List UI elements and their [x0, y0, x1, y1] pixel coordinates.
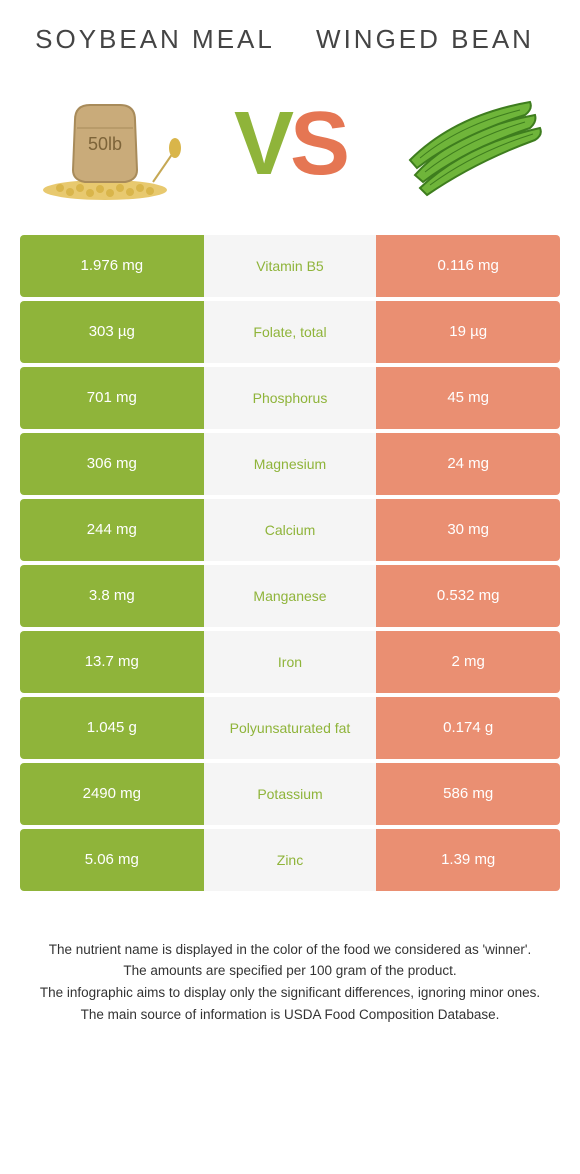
left-value: 306 mg	[20, 433, 204, 495]
nutrient-name: Folate, total	[204, 301, 377, 363]
left-value: 1.045 g	[20, 697, 204, 759]
nutrient-name: Vitamin B5	[204, 235, 377, 297]
hero-row: 50lb VS	[0, 70, 580, 235]
nutrient-name: Manganese	[204, 565, 377, 627]
right-value: 45 mg	[376, 367, 560, 429]
right-value: 0.532 mg	[376, 565, 560, 627]
right-value: 0.174 g	[376, 697, 560, 759]
left-value: 1.976 mg	[20, 235, 204, 297]
nutrient-row: 3.8 mgManganese0.532 mg	[20, 565, 560, 627]
nutrient-row: 701 mgPhosphorus45 mg	[20, 367, 560, 429]
footnote-line: The main source of information is USDA F…	[35, 1005, 545, 1025]
nutrient-name: Zinc	[204, 829, 377, 891]
nutrient-name: Magnesium	[204, 433, 377, 495]
nutrient-name: Potassium	[204, 763, 377, 825]
left-value: 303 µg	[20, 301, 204, 363]
nutrient-row: 5.06 mgZinc1.39 mg	[20, 829, 560, 891]
nutrient-row: 2490 mgPotassium586 mg	[20, 763, 560, 825]
nutrient-row: 13.7 mgIron2 mg	[20, 631, 560, 693]
left-value: 13.7 mg	[20, 631, 204, 693]
left-value: 701 mg	[20, 367, 204, 429]
right-value: 1.39 mg	[376, 829, 560, 891]
vs-v: V	[234, 93, 290, 196]
right-value: 586 mg	[376, 763, 560, 825]
header: Soybean meal Winged bean	[0, 0, 580, 70]
nutrient-row: 303 µgFolate, total19 µg	[20, 301, 560, 363]
right-value: 2 mg	[376, 631, 560, 693]
vs-label: VS	[234, 93, 346, 196]
footnote-line: The infographic aims to display only the…	[35, 983, 545, 1003]
left-value: 244 mg	[20, 499, 204, 561]
vs-s: S	[290, 93, 346, 196]
nutrient-name: Phosphorus	[204, 367, 377, 429]
left-value: 3.8 mg	[20, 565, 204, 627]
svg-text:50lb: 50lb	[88, 134, 122, 154]
left-value: 2490 mg	[20, 763, 204, 825]
nutrient-name: Calcium	[204, 499, 377, 561]
left-food-title: Soybean meal	[34, 25, 277, 55]
footnotes: The nutrient name is displayed in the co…	[0, 895, 580, 1024]
nutrient-table: 1.976 mgVitamin B50.116 mg303 µgFolate, …	[0, 235, 580, 891]
nutrient-row: 1.976 mgVitamin B50.116 mg	[20, 235, 560, 297]
soybean-meal-icon: 50lb	[25, 80, 185, 210]
right-food-title: Winged bean	[304, 25, 547, 55]
nutrient-name: Polyunsaturated fat	[204, 697, 377, 759]
left-value: 5.06 mg	[20, 829, 204, 891]
nutrient-name: Iron	[204, 631, 377, 693]
footnote-line: The nutrient name is displayed in the co…	[35, 940, 545, 960]
nutrient-row: 1.045 gPolyunsaturated fat0.174 g	[20, 697, 560, 759]
right-value: 19 µg	[376, 301, 560, 363]
winged-bean-icon	[395, 80, 555, 210]
right-value: 30 mg	[376, 499, 560, 561]
right-value: 24 mg	[376, 433, 560, 495]
nutrient-row: 244 mgCalcium30 mg	[20, 499, 560, 561]
nutrient-row: 306 mgMagnesium24 mg	[20, 433, 560, 495]
footnote-line: The amounts are specified per 100 gram o…	[35, 961, 545, 981]
right-value: 0.116 mg	[376, 235, 560, 297]
